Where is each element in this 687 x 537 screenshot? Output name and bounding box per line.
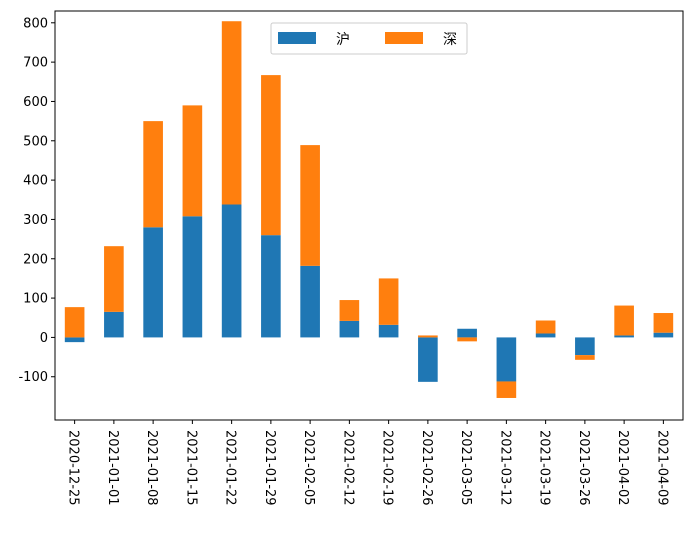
bar-hu-2021-01-01: [104, 311, 124, 338]
bar-hu-2021-01-15: [182, 216, 203, 338]
y-tick-label: 800: [23, 16, 48, 31]
y-tick-label: 100: [23, 292, 48, 307]
x-tick-label: 2021-01-22: [223, 430, 238, 506]
legend-label-hu: 沪: [336, 32, 350, 48]
bar-shen-2021-04-09: [653, 313, 674, 333]
bar-shen-2020-12-25: [64, 307, 85, 338]
legend-swatch-hu: [278, 32, 316, 44]
bar-shen-2021-03-26: [575, 355, 595, 360]
bar-shen-2021-02-26: [418, 335, 438, 338]
x-tick-label: 2021-01-08: [144, 430, 159, 506]
bars-layer: [64, 21, 674, 398]
bar-shen-2021-02-05: [300, 145, 320, 266]
y-tick-label: 600: [23, 95, 48, 110]
y-axis: -100 0 100 200 300 400 500 600 700 800: [18, 16, 55, 385]
bar-hu-2021-03-05: [457, 328, 477, 338]
x-tick-label: 2021-02-05: [301, 430, 316, 506]
plot-frame: [54, 10, 684, 421]
y-tick-label: 200: [23, 252, 48, 267]
bar-shen-2021-04-02: [614, 305, 634, 336]
y-tick-label: 0: [40, 331, 48, 346]
legend: 沪 深: [270, 22, 468, 55]
x-tick-label: 2021-01-01: [105, 430, 120, 506]
x-axis: 2020-12-25 2021-01-01 2021-01-08 2021-01-15…: [66, 420, 669, 506]
bar-hu-2021-03-19: [535, 333, 556, 338]
x-tick-label: 2021-01-29: [262, 430, 277, 506]
bar-hu-2021-04-09: [653, 332, 674, 338]
bar-shen-2021-01-01: [104, 246, 124, 312]
legend-box: [270, 22, 468, 55]
x-tick-label: 2021-03-19: [537, 430, 552, 506]
bar-shen-2021-02-19: [378, 278, 399, 325]
legend-label-shen: 深: [443, 32, 457, 48]
bar-hu-2021-02-19: [378, 324, 399, 338]
x-tick-label: 2021-01-15: [183, 430, 198, 506]
bar-hu-2021-02-12: [339, 320, 360, 338]
x-tick-label: 2020-12-25: [66, 430, 81, 506]
bar-hu-2021-01-22: [221, 204, 242, 338]
bar-shen-2021-02-12: [339, 300, 360, 321]
bar-hu-2020-12-25: [64, 337, 85, 343]
y-tick-label: 300: [23, 213, 48, 228]
bar-hu-2021-04-02: [614, 335, 634, 338]
bar-shen-2021-01-15: [182, 105, 203, 217]
legend-swatch-shen: [385, 32, 423, 44]
x-tick-label: 2021-03-26: [576, 430, 591, 506]
bar-hu-2021-03-12: [496, 337, 517, 382]
bar-hu-2021-01-29: [261, 235, 281, 338]
bar-shen-2021-03-12: [496, 381, 517, 398]
bar-hu-2021-02-26: [418, 337, 438, 382]
bar-hu-2021-01-08: [143, 227, 163, 338]
y-tick-label: 700: [23, 56, 48, 71]
bar-hu-2021-03-26: [575, 337, 595, 356]
x-tick-label: 2021-04-02: [615, 430, 630, 506]
bar-shen-2021-03-19: [535, 320, 556, 334]
bar-shen-2021-01-22: [221, 21, 242, 205]
x-tick-label: 2021-02-12: [340, 430, 355, 506]
y-tick-label: 400: [23, 174, 48, 189]
x-tick-label: 2021-04-09: [654, 430, 669, 506]
bar-hu-2021-02-05: [300, 265, 320, 338]
y-tick-label: 500: [23, 134, 48, 149]
x-tick-label: 2021-02-19: [380, 430, 395, 506]
x-tick-label: 2021-03-05: [458, 430, 473, 506]
x-tick-label: 2021-03-12: [497, 430, 512, 506]
bar-shen-2021-01-08: [143, 121, 163, 228]
bar-shen-2021-03-05: [457, 337, 477, 342]
bar-shen-2021-01-29: [261, 75, 281, 236]
x-tick-label: 2021-02-26: [419, 430, 434, 506]
y-tick-label: -100: [18, 370, 48, 385]
